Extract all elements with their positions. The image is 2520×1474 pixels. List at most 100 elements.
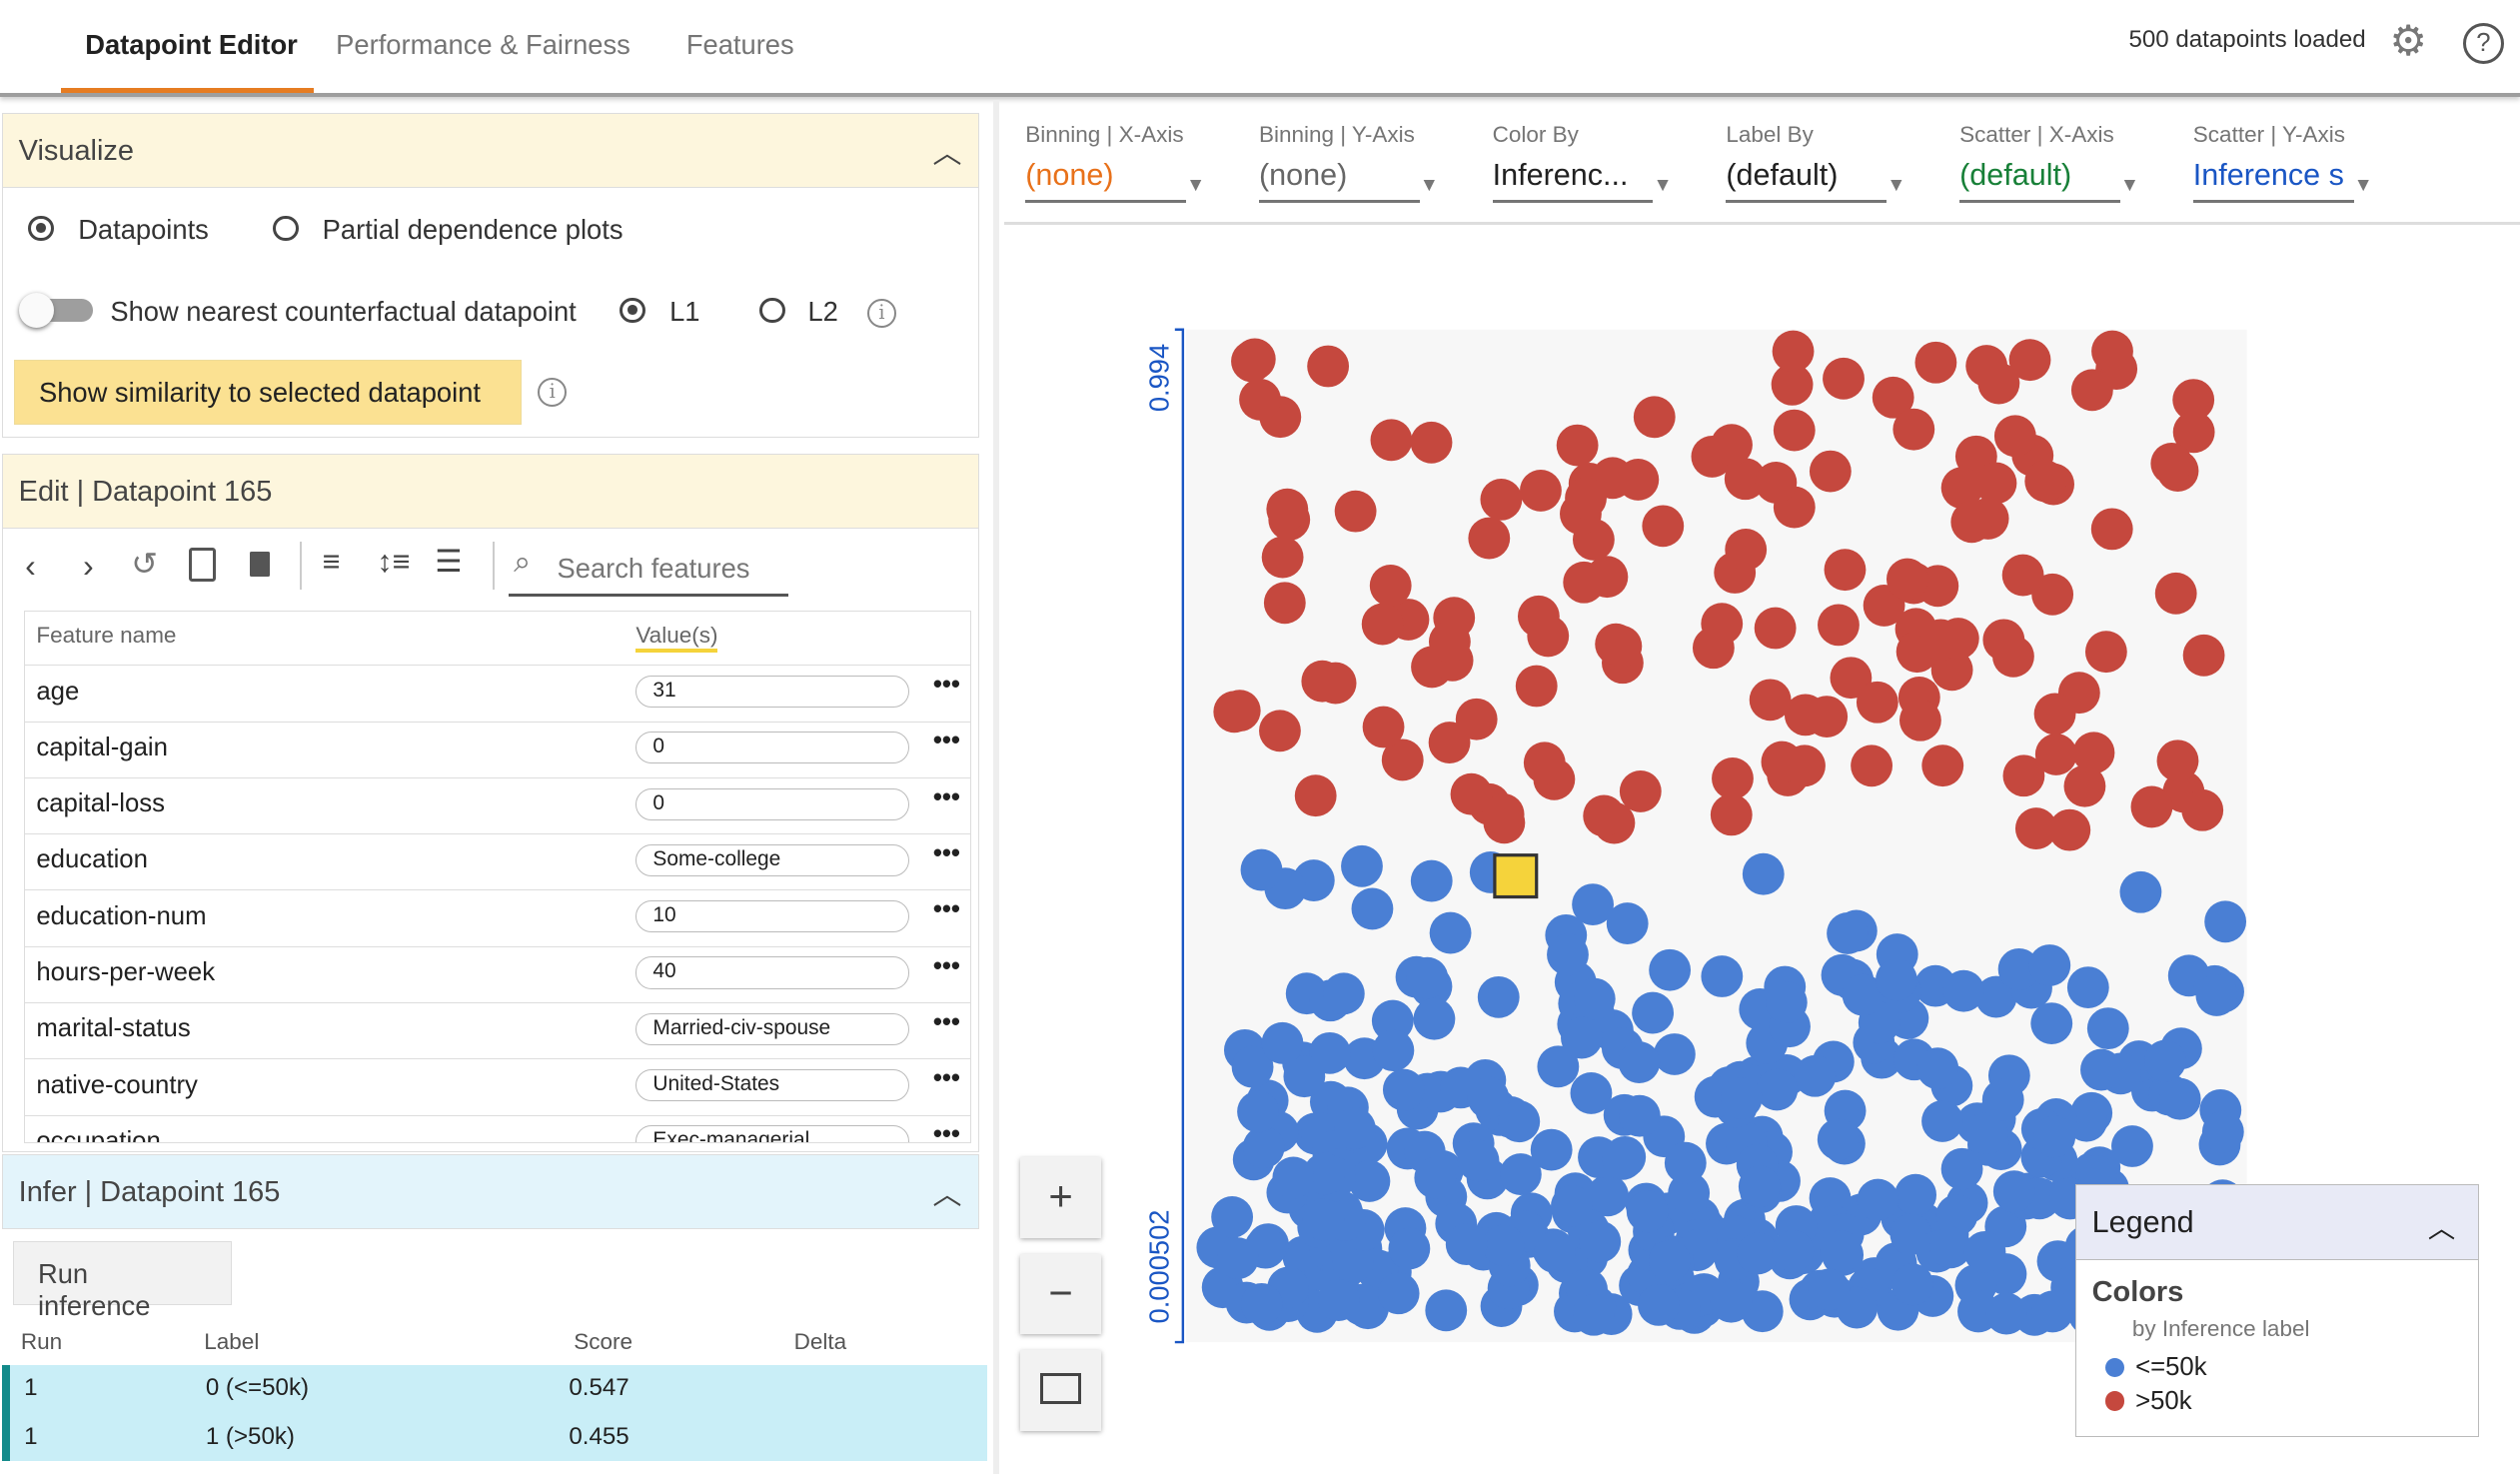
infer-header[interactable]: Infer | Datapoint 165 ︿ [1, 1153, 979, 1230]
more-options-icon[interactable]: ••• [932, 1007, 960, 1036]
data-point [1827, 912, 1869, 954]
tab-datapoint-editor[interactable]: Datapoint Editor [85, 28, 298, 60]
feature-name: education [36, 845, 148, 874]
more-options-icon[interactable]: ••• [932, 1064, 960, 1093]
duplicate-icon[interactable] [189, 548, 217, 582]
dropdown-value: Inferenc... [1492, 158, 1654, 203]
previous-icon[interactable]: ‹ [25, 548, 36, 585]
data-point [1587, 1174, 1629, 1217]
more-options-icon[interactable]: ••• [932, 782, 960, 811]
data-point [1710, 793, 1753, 836]
feature-value-input[interactable]: 0 [635, 787, 909, 820]
legend-swatch-red [2104, 1391, 2124, 1411]
data-point [1936, 618, 1979, 660]
info-icon[interactable]: i [866, 299, 896, 329]
chevron-up-icon[interactable]: ︿ [932, 1178, 962, 1211]
chevron-up-icon[interactable]: ︿ [2427, 1211, 2456, 1243]
delete-icon[interactable] [250, 551, 270, 578]
data-point [1771, 363, 1814, 406]
data-point [1231, 1045, 1274, 1088]
more-options-icon[interactable]: ••• [932, 951, 960, 980]
data-point [1974, 462, 2017, 505]
data-point [2033, 1115, 2076, 1158]
more-options-icon[interactable]: ••• [932, 727, 960, 755]
feature-value-input[interactable]: 10 [635, 900, 909, 933]
feature-value-input[interactable]: United-States [635, 1069, 909, 1102]
data-point [1724, 458, 1767, 501]
radio-datapoints[interactable] [28, 215, 55, 242]
legend-title: Legend [2091, 1204, 2194, 1239]
feature-value-input[interactable]: 40 [635, 956, 909, 989]
data-point [1429, 911, 1472, 954]
feature-value-input[interactable]: 0 [635, 732, 909, 764]
history-icon[interactable]: ↺ [131, 546, 159, 583]
gear-icon[interactable]: ⚙ [2389, 17, 2427, 65]
help-icon[interactable]: ? [2462, 22, 2505, 64]
legend-swatch-blue [2104, 1357, 2124, 1377]
visualize-header[interactable]: Visualize ︿ [1, 112, 979, 189]
counterfactual-toggle[interactable] [18, 292, 93, 329]
zoom-in-button[interactable]: + [1020, 1157, 1101, 1238]
more-options-icon[interactable]: ••• [932, 1120, 960, 1144]
run-inference-button[interactable]: Run inference [12, 1240, 232, 1321]
more-options-icon[interactable]: ••• [932, 895, 960, 924]
data-point [2119, 870, 2162, 913]
run-cell: 1 [24, 1422, 38, 1450]
feature-name: hours-per-week [36, 958, 216, 987]
dropdown-scatter-x-axis[interactable]: Scatter | X-Axis (default) ▼ [1959, 122, 2149, 203]
data-point [1467, 1076, 1510, 1119]
dropdown-label-by[interactable]: Label By (default) ▼ [1726, 122, 1915, 203]
data-point [1259, 710, 1301, 752]
radio-l2[interactable] [759, 297, 785, 324]
data-point [1982, 619, 2025, 662]
data-point [1894, 1173, 1937, 1216]
data-point [1619, 770, 1662, 812]
data-point [1547, 933, 1589, 976]
line-spacing-icon[interactable]: ↕≡ [377, 545, 411, 580]
data-point [1638, 1283, 1680, 1326]
data-point [1772, 330, 1815, 373]
chevron-up-icon[interactable]: ︿ [932, 137, 962, 170]
feature-value-input[interactable]: Some-college [635, 843, 909, 876]
align-left-icon[interactable]: ≡ [322, 545, 341, 580]
radio-pdp[interactable] [272, 215, 299, 242]
data-point [1633, 396, 1676, 439]
search-features-input[interactable]: ⌕ Search features [509, 542, 789, 597]
infer-title: Infer | Datapoint 165 [18, 1175, 281, 1208]
fit-to-screen-button[interactable] [1020, 1350, 1101, 1431]
feature-row: capital-gain 0 ••• [25, 721, 970, 777]
score-cell: 0.547 [569, 1374, 630, 1402]
info-icon[interactable]: i [538, 377, 568, 407]
zoom-out-button[interactable]: − [1020, 1253, 1101, 1335]
dropdown-binning-y-axis[interactable]: Binning | Y-Axis (none) ▼ [1258, 122, 1449, 203]
more-options-icon[interactable]: ••• [932, 671, 960, 700]
data-point [1301, 660, 1344, 703]
align-justify-icon[interactable]: ☰ [435, 545, 463, 580]
data-point [1891, 1263, 1934, 1306]
tab-performance-fairness[interactable]: Performance & Fairness [336, 28, 630, 60]
next-icon[interactable]: › [83, 548, 94, 585]
data-point [1565, 477, 1607, 520]
data-point [1773, 409, 1816, 452]
feature-value-input[interactable]: Married-civ-spouse [635, 1012, 909, 1045]
dropdown-color-by[interactable]: Color By Inferenc... ▼ [1492, 122, 1683, 203]
data-point [1856, 681, 1898, 724]
data-point [1388, 1227, 1431, 1270]
panel-resize-handle[interactable] [993, 99, 1000, 1474]
radio-l1[interactable] [620, 297, 645, 324]
legend-header[interactable]: Legend ︿ [2075, 1185, 2478, 1261]
data-point [1985, 1292, 2027, 1335]
feature-row: education-num 10 ••• [25, 889, 970, 945]
search-icon: ⌕ [514, 545, 532, 580]
more-options-icon[interactable]: ••• [932, 839, 960, 867]
data-point [1892, 408, 1935, 451]
feature-row: native-country United-States ••• [25, 1058, 970, 1114]
similarity-button[interactable]: Show similarity to selected datapoint [13, 360, 523, 425]
data-point [1377, 1272, 1420, 1315]
tab-features[interactable]: Features [685, 28, 794, 60]
feature-value-input[interactable]: 31 [635, 675, 909, 709]
feature-row: occupation Exec-managerial ••• [25, 1114, 970, 1144]
dropdown-scatter-y-axis[interactable]: Scatter | Y-Axis Inference s ▼ [2192, 122, 2383, 203]
dropdown-binning-x-axis[interactable]: Binning | X-Axis (none) ▼ [1025, 122, 1215, 203]
